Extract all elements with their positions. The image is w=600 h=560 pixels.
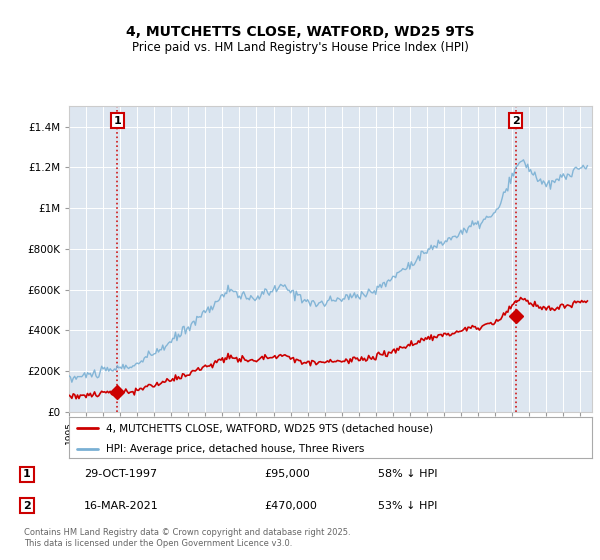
- Text: Price paid vs. HM Land Registry's House Price Index (HPI): Price paid vs. HM Land Registry's House …: [131, 40, 469, 54]
- Text: 29-OCT-1997: 29-OCT-1997: [84, 469, 157, 479]
- Text: 58% ↓ HPI: 58% ↓ HPI: [378, 469, 437, 479]
- Text: Contains HM Land Registry data © Crown copyright and database right 2025.
This d: Contains HM Land Registry data © Crown c…: [24, 528, 350, 548]
- Text: 2: 2: [23, 501, 31, 511]
- Text: 1: 1: [113, 115, 121, 125]
- Text: 16-MAR-2021: 16-MAR-2021: [84, 501, 159, 511]
- Text: £95,000: £95,000: [264, 469, 310, 479]
- Text: 53% ↓ HPI: 53% ↓ HPI: [378, 501, 437, 511]
- Text: 1: 1: [23, 469, 31, 479]
- Text: 4, MUTCHETTS CLOSE, WATFORD, WD25 9TS: 4, MUTCHETTS CLOSE, WATFORD, WD25 9TS: [126, 25, 474, 39]
- Text: HPI: Average price, detached house, Three Rivers: HPI: Average price, detached house, Thre…: [106, 444, 364, 454]
- Text: £470,000: £470,000: [264, 501, 317, 511]
- Text: 4, MUTCHETTS CLOSE, WATFORD, WD25 9TS (detached house): 4, MUTCHETTS CLOSE, WATFORD, WD25 9TS (d…: [106, 423, 433, 433]
- Text: 2: 2: [512, 115, 520, 125]
